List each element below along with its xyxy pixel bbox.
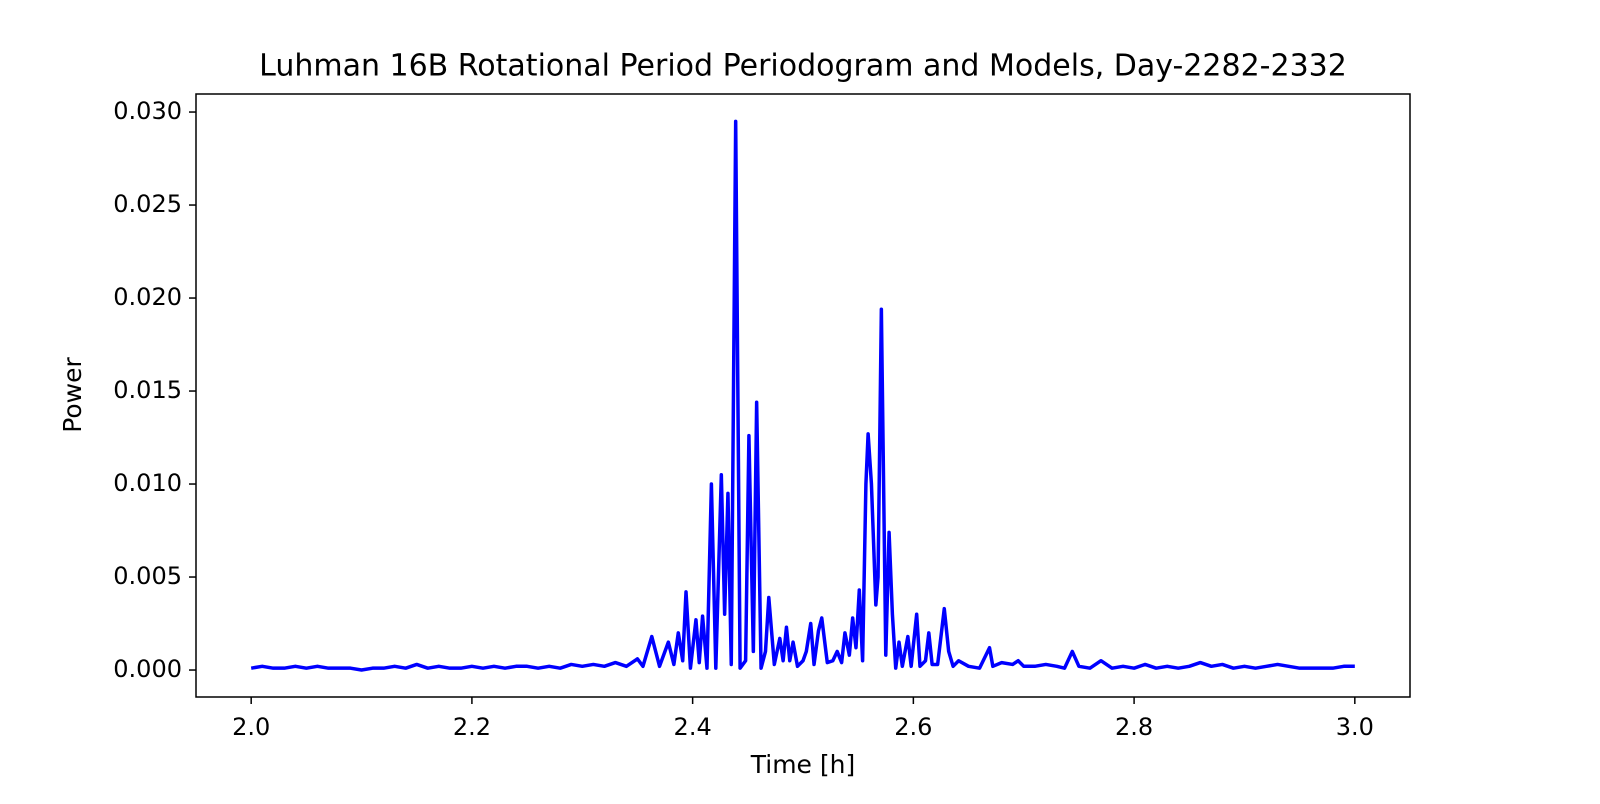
y-tick-label: 0.000 bbox=[113, 655, 182, 683]
y-tick-label: 0.030 bbox=[113, 97, 182, 125]
x-tick-label: 3.0 bbox=[1336, 713, 1374, 741]
x-tick-label: 2.8 bbox=[1115, 713, 1153, 741]
plot-frame bbox=[195, 93, 1411, 698]
chart-title: Luhman 16B Rotational Period Periodogram… bbox=[259, 49, 1347, 84]
x-tick-label: 2.2 bbox=[453, 713, 491, 741]
y-tick-label: 0.010 bbox=[113, 469, 182, 497]
x-tick-label: 2.6 bbox=[894, 713, 932, 741]
y-tick-label: 0.020 bbox=[113, 283, 182, 311]
x-axis-label: Time [h] bbox=[750, 750, 855, 779]
y-tick-label: 0.025 bbox=[113, 190, 182, 218]
line bbox=[250, 119, 1355, 672]
y-tick-label: 0.015 bbox=[113, 376, 182, 404]
y-axis-label: Power bbox=[58, 356, 87, 432]
x-tick-label: 2.4 bbox=[674, 713, 712, 741]
y-tick-label: 0.005 bbox=[113, 562, 182, 590]
x-tick-label: 2.0 bbox=[232, 713, 270, 741]
